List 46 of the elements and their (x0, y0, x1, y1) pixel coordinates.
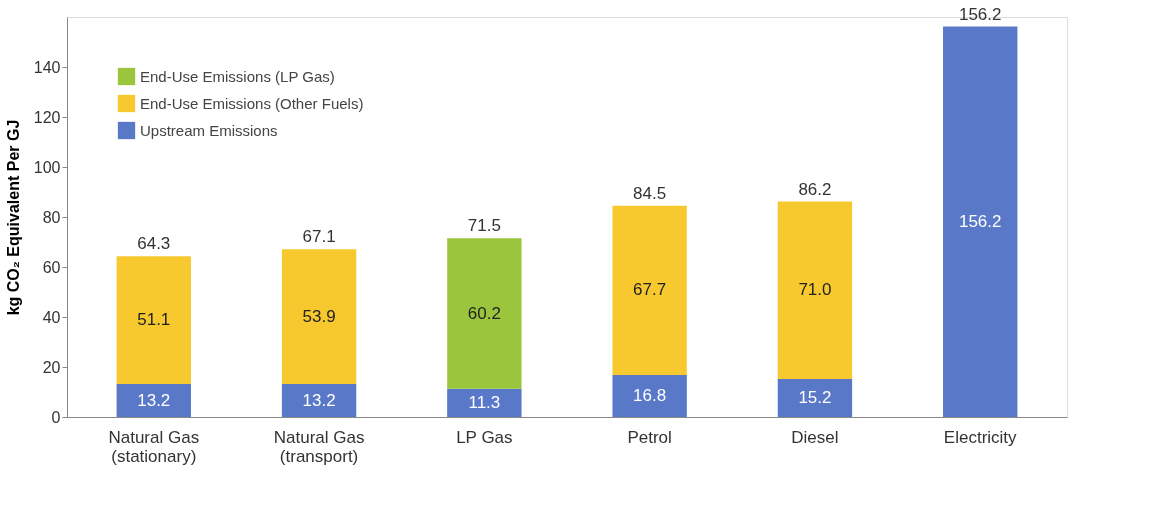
legend-label: End-Use Emissions (LP Gas) (140, 67, 335, 85)
bar (777, 379, 853, 417)
data-label: 53.9 (302, 306, 336, 326)
y-axis-title: kg CO₂ Equivalent Per GJ (4, 119, 22, 316)
data-label: 60.2 (467, 303, 501, 323)
total-label: 67.1 (302, 227, 336, 247)
x-tick-label: LP Gas (456, 427, 513, 447)
bar (777, 201, 853, 379)
total-label: 84.5 (633, 183, 667, 203)
y-tick-label: 40 (42, 308, 61, 326)
total-label: 71.5 (467, 216, 501, 236)
y-tick-label: 60 (42, 258, 61, 276)
bar (447, 388, 522, 417)
y-tick-label: 100 (33, 158, 61, 176)
bar (116, 384, 191, 417)
legend-label: End-Use Emissions (Other Fuels) (140, 94, 364, 112)
legend-label: Upstream Emissions (140, 121, 278, 139)
y-tick-label: 0 (51, 408, 61, 426)
data-label: 67.7 (633, 280, 667, 300)
y-tick-label: 120 (33, 108, 61, 126)
y-tick-label: 140 (33, 58, 61, 76)
x-tick-label: Diesel (791, 427, 839, 447)
x-tick-label: Natural Gas (transport) (273, 427, 365, 466)
data-label: 13.2 (302, 390, 336, 410)
data-label: 156.2 (958, 211, 1002, 231)
data-label: 16.8 (633, 386, 667, 405)
bar (447, 238, 522, 389)
x-tick-label: Petrol (627, 427, 672, 447)
data-label: 13.2 (137, 390, 171, 410)
x-tick-label: Natural Gas (stationary) (108, 427, 200, 466)
x-tick-label: Electricity (943, 427, 1018, 447)
bar (612, 375, 687, 417)
bar (116, 256, 191, 384)
y-tick-label: 20 (42, 358, 61, 376)
data-label: 11.3 (468, 392, 501, 412)
bar (943, 26, 1018, 417)
total-label: 64.3 (137, 234, 171, 254)
bar (281, 249, 357, 384)
bar (612, 205, 687, 375)
bar (281, 384, 357, 417)
y-tick-label: 80 (42, 208, 61, 226)
data-label: 71.0 (798, 280, 832, 300)
total-label: 86.2 (798, 179, 832, 199)
total-label: 156.2 (958, 4, 1002, 24)
data-label: 15.2 (798, 388, 832, 407)
data-label: 51.1 (137, 310, 171, 330)
